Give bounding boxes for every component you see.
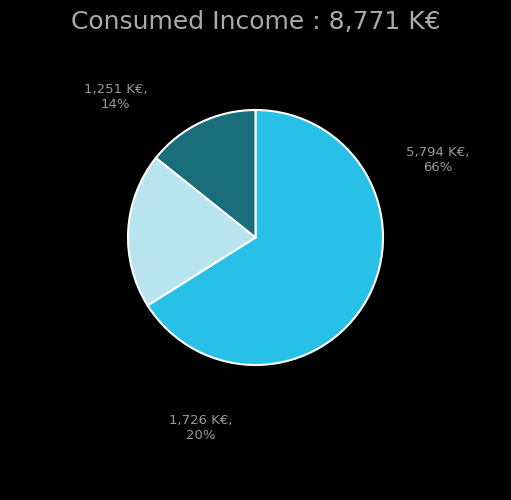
Wedge shape — [156, 110, 256, 238]
Text: 1,726 K€,
20%: 1,726 K€, 20% — [169, 414, 233, 442]
Text: 1,251 K€,
14%: 1,251 K€, 14% — [84, 84, 147, 112]
Title: Consumed Income : 8,771 K€: Consumed Income : 8,771 K€ — [71, 10, 440, 34]
Text: 5,794 K€,
66%: 5,794 K€, 66% — [406, 146, 470, 174]
Wedge shape — [148, 110, 383, 365]
Wedge shape — [128, 158, 256, 306]
